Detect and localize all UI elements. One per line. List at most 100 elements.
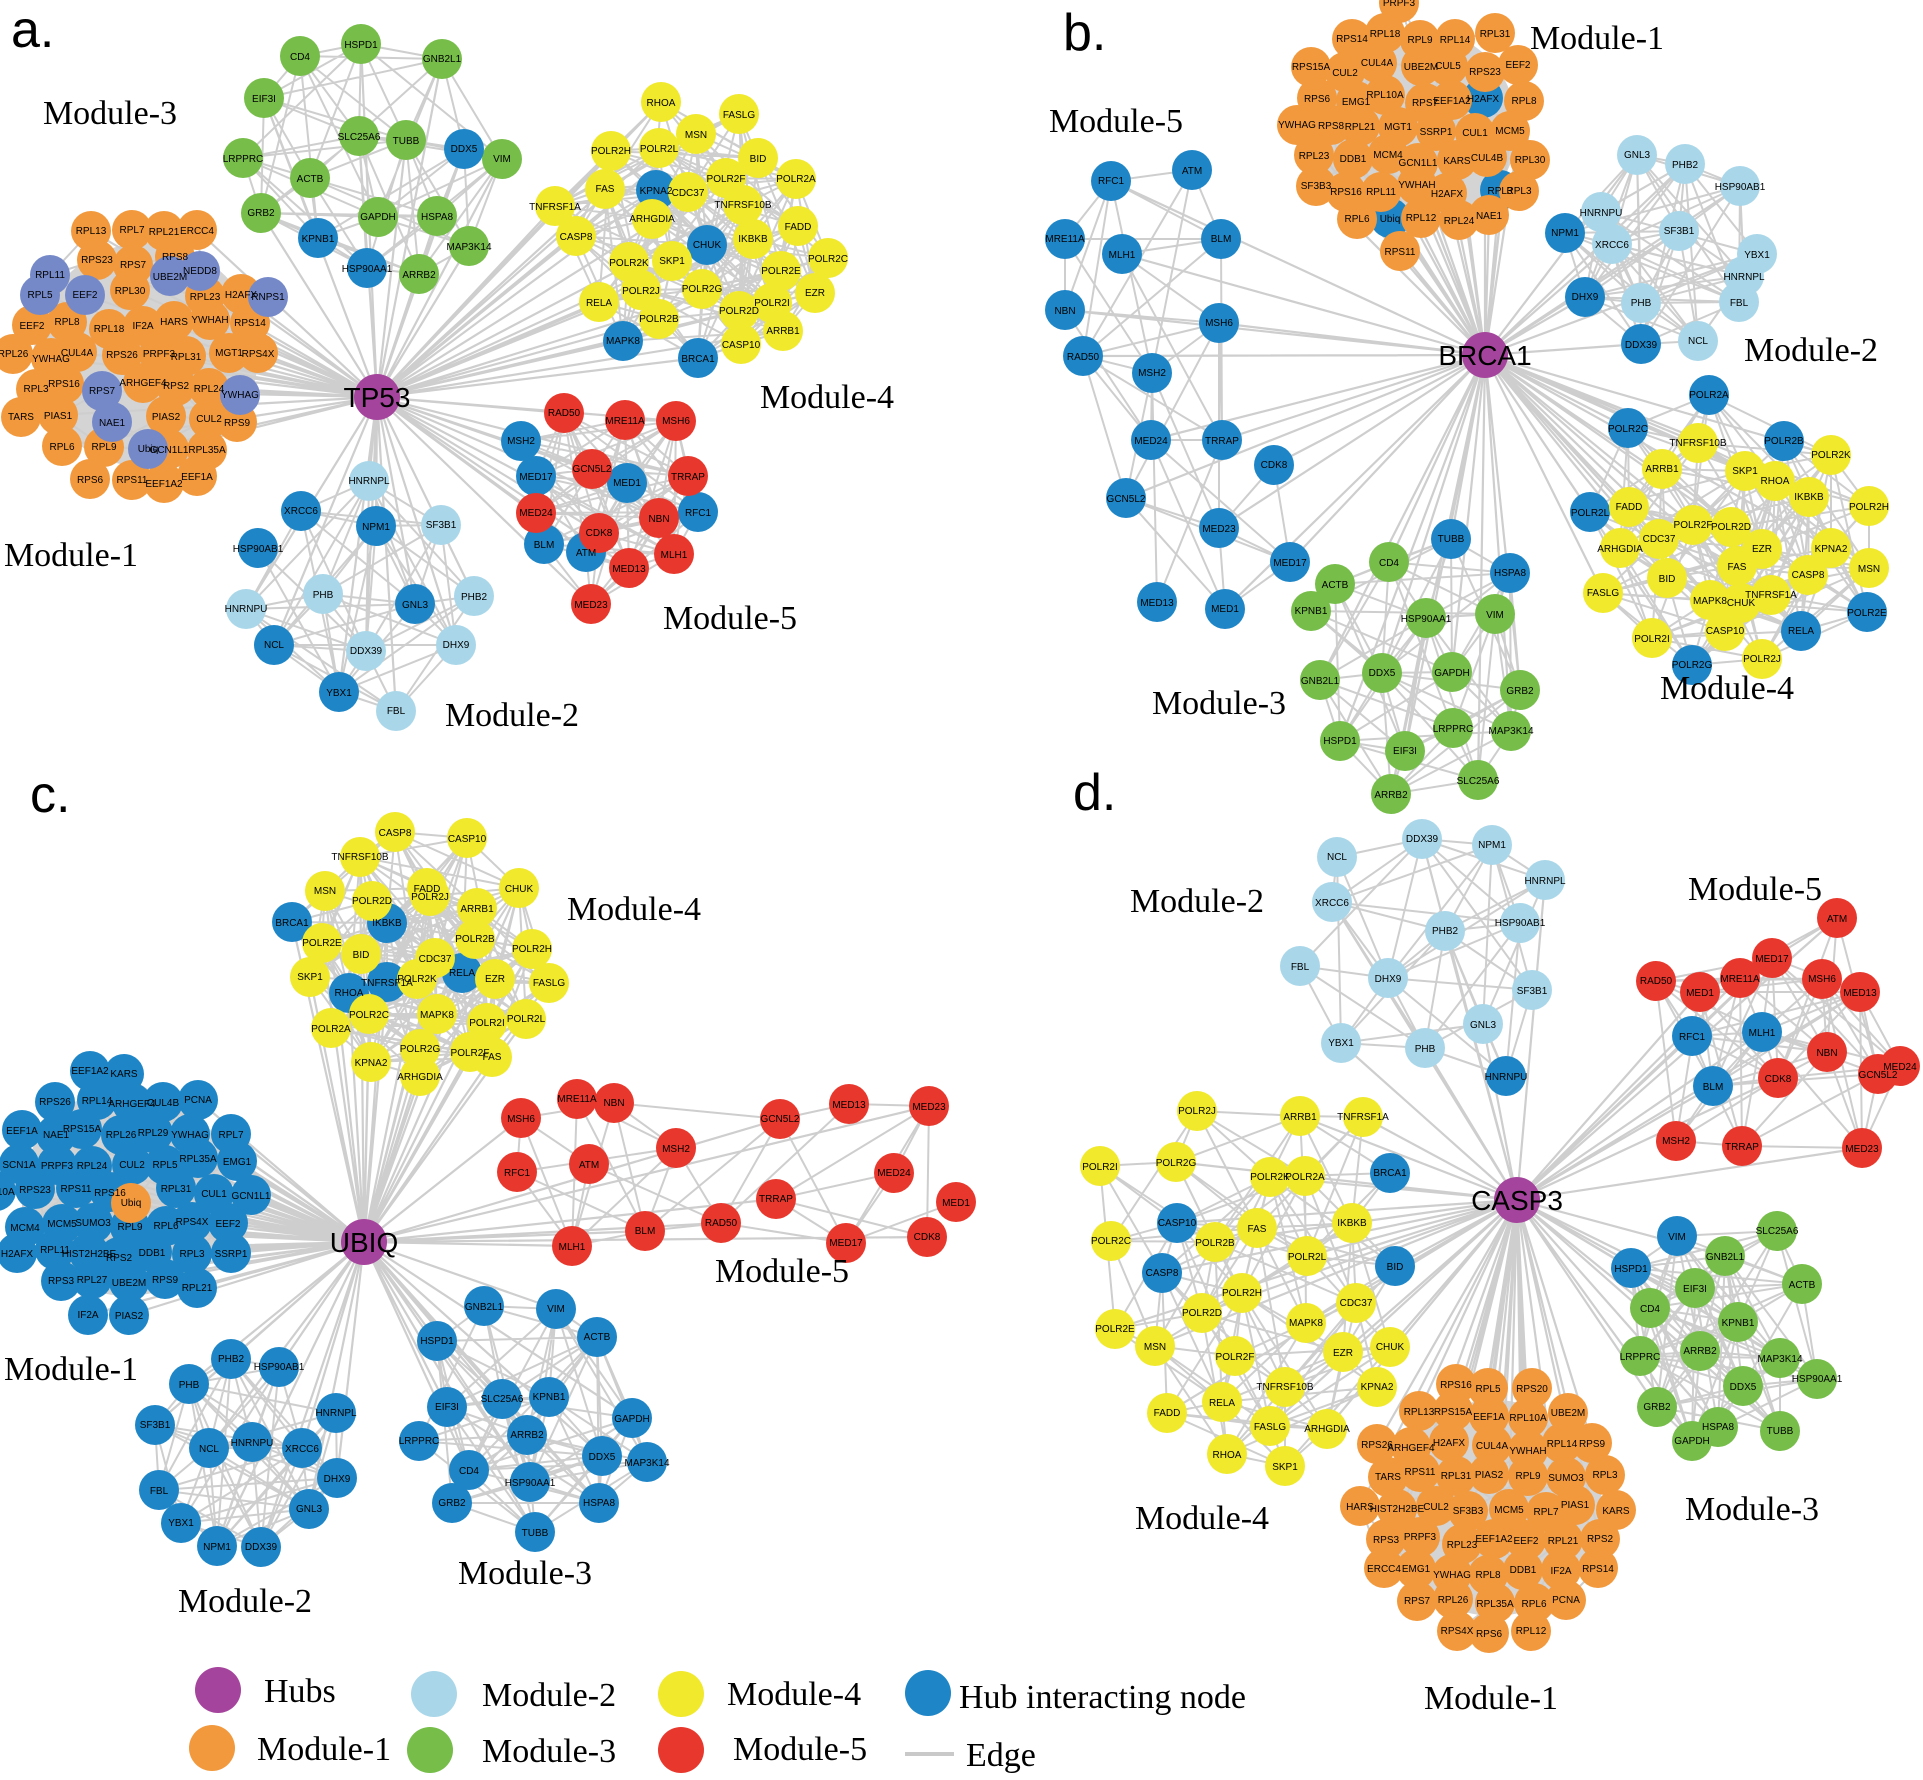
svg-text:RAD50: RAD50 bbox=[705, 1218, 738, 1229]
svg-text:NPM1: NPM1 bbox=[203, 1542, 231, 1553]
svg-text:GRB2: GRB2 bbox=[438, 1498, 466, 1509]
svg-text:Module-2: Module-2 bbox=[178, 1583, 312, 1620]
svg-text:SF3B1: SF3B1 bbox=[426, 520, 457, 531]
svg-text:SLC25A6: SLC25A6 bbox=[1756, 1226, 1799, 1237]
svg-text:RFC1: RFC1 bbox=[504, 1168, 531, 1179]
svg-text:YWHAG: YWHAG bbox=[1433, 1570, 1471, 1581]
svg-text:POLR2J: POLR2J bbox=[411, 892, 449, 903]
svg-text:ARHGDIA: ARHGDIA bbox=[1304, 1424, 1350, 1435]
svg-text:MAPK8: MAPK8 bbox=[1289, 1318, 1323, 1329]
svg-text:POLR2G: POLR2G bbox=[1672, 660, 1713, 671]
svg-text:EEF2: EEF2 bbox=[1513, 1536, 1538, 1547]
svg-text:BLM: BLM bbox=[1211, 234, 1232, 245]
svg-text:d.: d. bbox=[1073, 764, 1116, 822]
svg-text:ERCC4: ERCC4 bbox=[1367, 1564, 1401, 1575]
svg-text:EZR: EZR bbox=[1752, 544, 1772, 555]
svg-text:CASP8: CASP8 bbox=[1146, 1268, 1179, 1279]
svg-text:MSH6: MSH6 bbox=[662, 416, 690, 427]
svg-text:HSP90AA1: HSP90AA1 bbox=[1401, 614, 1452, 625]
svg-text:VIM: VIM bbox=[493, 154, 511, 165]
svg-text:PRPF3: PRPF3 bbox=[1404, 1532, 1437, 1543]
svg-text:DHX9: DHX9 bbox=[1375, 974, 1402, 985]
svg-text:RELA: RELA bbox=[1209, 1398, 1235, 1409]
svg-text:CDK8: CDK8 bbox=[1261, 460, 1288, 471]
svg-text:BID: BID bbox=[353, 950, 370, 961]
svg-text:RPS6: RPS6 bbox=[1476, 1629, 1503, 1640]
svg-text:CHUK: CHUK bbox=[1376, 1342, 1405, 1353]
svg-text:ARHGDIA: ARHGDIA bbox=[629, 214, 675, 225]
svg-text:HSPA8: HSPA8 bbox=[421, 212, 453, 223]
svg-text:Module-3: Module-3 bbox=[482, 1733, 616, 1770]
svg-text:GNL3: GNL3 bbox=[1470, 1020, 1497, 1031]
svg-text:HNRNPL: HNRNPL bbox=[1524, 876, 1566, 887]
svg-text:NAE1: NAE1 bbox=[43, 1130, 70, 1141]
svg-text:KPNB1: KPNB1 bbox=[302, 234, 335, 245]
svg-text:NAE1: NAE1 bbox=[99, 418, 126, 429]
svg-text:RPS11: RPS11 bbox=[1385, 247, 1416, 258]
svg-text:EMG1: EMG1 bbox=[1342, 97, 1371, 108]
svg-text:NBN: NBN bbox=[1816, 1048, 1837, 1059]
svg-text:CD4: CD4 bbox=[1379, 558, 1399, 569]
svg-text:Module-2: Module-2 bbox=[1130, 883, 1264, 920]
svg-text:HSP90AA1: HSP90AA1 bbox=[505, 1478, 556, 1489]
svg-text:RPS2: RPS2 bbox=[163, 381, 190, 392]
svg-text:GNL3: GNL3 bbox=[1624, 150, 1651, 161]
svg-text:CD4: CD4 bbox=[459, 1466, 479, 1477]
svg-text:RPS7: RPS7 bbox=[89, 386, 116, 397]
svg-text:RPL5: RPL5 bbox=[27, 290, 52, 301]
svg-text:RPL9: RPL9 bbox=[117, 1222, 142, 1233]
svg-text:MED1: MED1 bbox=[942, 1198, 970, 1209]
svg-text:BID: BID bbox=[1387, 1262, 1404, 1273]
svg-text:NBN: NBN bbox=[603, 1098, 624, 1109]
svg-text:YWHAH: YWHAH bbox=[191, 315, 228, 326]
svg-text:CUL4A: CUL4A bbox=[1476, 1441, 1509, 1452]
svg-text:BRCA1: BRCA1 bbox=[275, 918, 309, 929]
svg-text:IKBKB: IKBKB bbox=[1794, 492, 1824, 503]
svg-text:CUL1: CUL1 bbox=[201, 1189, 227, 1200]
svg-text:RPS16: RPS16 bbox=[1330, 187, 1362, 198]
svg-text:DHX9: DHX9 bbox=[324, 1474, 351, 1485]
svg-text:RAD50: RAD50 bbox=[1640, 976, 1673, 987]
svg-text:MED1: MED1 bbox=[1211, 604, 1239, 615]
svg-text:RFC1: RFC1 bbox=[685, 508, 712, 519]
svg-text:CUL2: CUL2 bbox=[1332, 68, 1358, 79]
svg-text:CHUK: CHUK bbox=[505, 884, 534, 895]
svg-text:SLC25A6: SLC25A6 bbox=[338, 132, 381, 143]
svg-text:EIF3I: EIF3I bbox=[1683, 1284, 1707, 1295]
svg-text:HNRNPL: HNRNPL bbox=[348, 476, 390, 487]
svg-text:NCL: NCL bbox=[1688, 336, 1708, 347]
svg-text:RHOA: RHOA bbox=[1761, 476, 1790, 487]
svg-text:SSRP1: SSRP1 bbox=[215, 1249, 248, 1260]
svg-text:RPL7: RPL7 bbox=[1533, 1507, 1558, 1518]
svg-text:SKP1: SKP1 bbox=[1272, 1462, 1298, 1473]
svg-text:NAE1: NAE1 bbox=[1476, 211, 1503, 222]
svg-text:RPS6: RPS6 bbox=[77, 475, 104, 486]
svg-text:GAPDH: GAPDH bbox=[1674, 1436, 1710, 1447]
svg-text:Module-1: Module-1 bbox=[1530, 20, 1664, 57]
svg-text:RPS20: RPS20 bbox=[1516, 1384, 1548, 1395]
svg-text:RPL3: RPL3 bbox=[1592, 1470, 1617, 1481]
svg-text:RPS11: RPS11 bbox=[117, 475, 148, 486]
svg-text:MCM5: MCM5 bbox=[1495, 126, 1525, 137]
svg-text:IF2A: IF2A bbox=[132, 321, 153, 332]
svg-text:PIAS1: PIAS1 bbox=[44, 411, 73, 422]
svg-text:Module-3: Module-3 bbox=[458, 1555, 592, 1592]
svg-text:ACTB: ACTB bbox=[1789, 1280, 1816, 1291]
svg-text:DHX9: DHX9 bbox=[443, 640, 470, 651]
svg-text:TNFRSF10B: TNFRSF10B bbox=[1256, 1382, 1314, 1393]
svg-text:GAPDH: GAPDH bbox=[614, 1414, 650, 1425]
svg-text:RPS14: RPS14 bbox=[1336, 34, 1368, 45]
svg-text:RPS4X: RPS4X bbox=[1441, 1626, 1474, 1637]
svg-text:GRB2: GRB2 bbox=[1643, 1402, 1671, 1413]
svg-text:POLR2B: POLR2B bbox=[1764, 436, 1804, 447]
svg-text:RPS16: RPS16 bbox=[1440, 1380, 1472, 1391]
svg-text:BRCA1: BRCA1 bbox=[1438, 340, 1531, 371]
svg-text:CDK8: CDK8 bbox=[586, 528, 613, 539]
svg-text:RPS7: RPS7 bbox=[1412, 98, 1439, 109]
svg-text:MCM5: MCM5 bbox=[47, 1219, 77, 1230]
svg-text:EIF3I: EIF3I bbox=[252, 94, 276, 105]
svg-text:RPL6: RPL6 bbox=[1521, 1599, 1546, 1610]
svg-text:CUL5: CUL5 bbox=[1435, 61, 1461, 72]
svg-text:ARHGEF4: ARHGEF4 bbox=[108, 1099, 156, 1110]
svg-text:POLR2E: POLR2E bbox=[1847, 608, 1887, 619]
